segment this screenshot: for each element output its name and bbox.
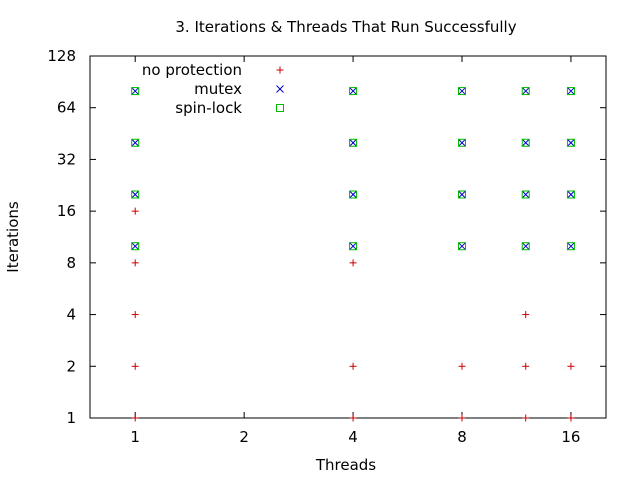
x-tick-label: 1: [130, 428, 140, 446]
x-tick-label: 4: [348, 428, 358, 446]
data-point-series-0: [458, 414, 466, 422]
chart-title: 3. Iterations & Threads That Run Success…: [175, 18, 516, 36]
data-point-series-2: [521, 242, 530, 251]
data-point-series-2: [349, 242, 358, 251]
data-point-series-2: [349, 87, 358, 96]
data-point-series-1: [567, 190, 575, 199]
data-point-series-1: [567, 138, 575, 147]
y-tick-label: 128: [47, 47, 76, 65]
data-point-series-2: [349, 138, 358, 147]
legend-marker: [276, 104, 284, 112]
data-point-series-1: [349, 190, 357, 199]
plot-frame: [89, 55, 607, 419]
data-point-series-1: [131, 138, 140, 147]
legend-label: no protection: [142, 61, 242, 79]
data-point-series-1: [521, 138, 530, 147]
data-point-series-1: [131, 87, 140, 95]
x-tick-label: 2: [239, 428, 249, 446]
data-point-series-0: [349, 414, 357, 422]
data-point-series-0: [131, 207, 139, 215]
legend-label: spin-lock: [175, 99, 242, 117]
data-point-series-0: [349, 259, 357, 267]
y-tick-label: 8: [66, 254, 76, 272]
y-tick-label: 16: [57, 202, 76, 220]
data-point-series-1: [458, 87, 466, 95]
data-point-series-1: [349, 138, 357, 147]
axis-ticks: 1 2 4 8 16 1 2 4 8 16 32 64 128: [47, 47, 606, 446]
y-tick-label: 2: [66, 357, 76, 375]
data-point-series-2: [521, 87, 530, 96]
data-point-series-0: [567, 414, 575, 422]
data-point-series-2: [458, 190, 467, 199]
data-point-series-1: [349, 87, 357, 95]
data-point-series-0: [131, 259, 139, 267]
data-point-series-0: [131, 311, 139, 319]
y-tick-label: 1: [66, 409, 76, 427]
data-point-series-2: [131, 242, 140, 251]
data-point-series-2: [458, 138, 467, 147]
data-point-series-1: [349, 242, 357, 251]
y-tick-label: 4: [66, 306, 76, 324]
data-point-series-2: [458, 87, 467, 96]
legend-marker: [276, 66, 284, 74]
data-point-series-1: [458, 190, 466, 199]
data-point-series-2: [131, 87, 140, 96]
data-point-series-1: [131, 190, 140, 199]
data-point-series-1: [458, 138, 466, 147]
data-point-series-2: [131, 190, 140, 199]
data-point-series-1: [567, 242, 575, 251]
data-point-series-0: [458, 362, 466, 370]
y-tick-label: 64: [57, 99, 76, 117]
data-point-series-0: [522, 311, 530, 319]
x-tick-label: 8: [457, 428, 467, 446]
data-point-series-2: [458, 242, 467, 251]
x-tick-label: 16: [561, 428, 580, 446]
data-point-series-2: [566, 138, 575, 147]
data-point-series-2: [566, 190, 575, 199]
data-point-series-0: [131, 362, 139, 370]
data-point-series-0: [131, 414, 139, 422]
data-point-series-1: [567, 87, 575, 95]
x-axis-label: Threads: [315, 456, 376, 474]
data-point-series-0: [349, 362, 357, 370]
data-point-series-2: [521, 190, 530, 199]
data-point-series-0: [567, 362, 575, 370]
y-axis-label: Iterations: [4, 201, 22, 273]
legend-marker: [276, 85, 284, 93]
data-points: [131, 87, 575, 422]
data-point-series-2: [566, 87, 575, 96]
data-point-series-0: [522, 414, 530, 422]
y-tick-label: 32: [57, 150, 76, 168]
data-point-series-1: [131, 242, 140, 251]
data-point-series-1: [521, 190, 530, 199]
data-point-series-2: [131, 138, 140, 147]
data-point-series-2: [349, 190, 358, 199]
data-point-series-1: [521, 242, 530, 251]
data-point-series-0: [522, 362, 530, 370]
legend-label: mutex: [194, 80, 242, 98]
data-point-series-1: [458, 242, 466, 251]
data-point-series-1: [521, 87, 530, 95]
data-point-series-2: [521, 138, 530, 147]
data-point-series-2: [566, 242, 575, 251]
